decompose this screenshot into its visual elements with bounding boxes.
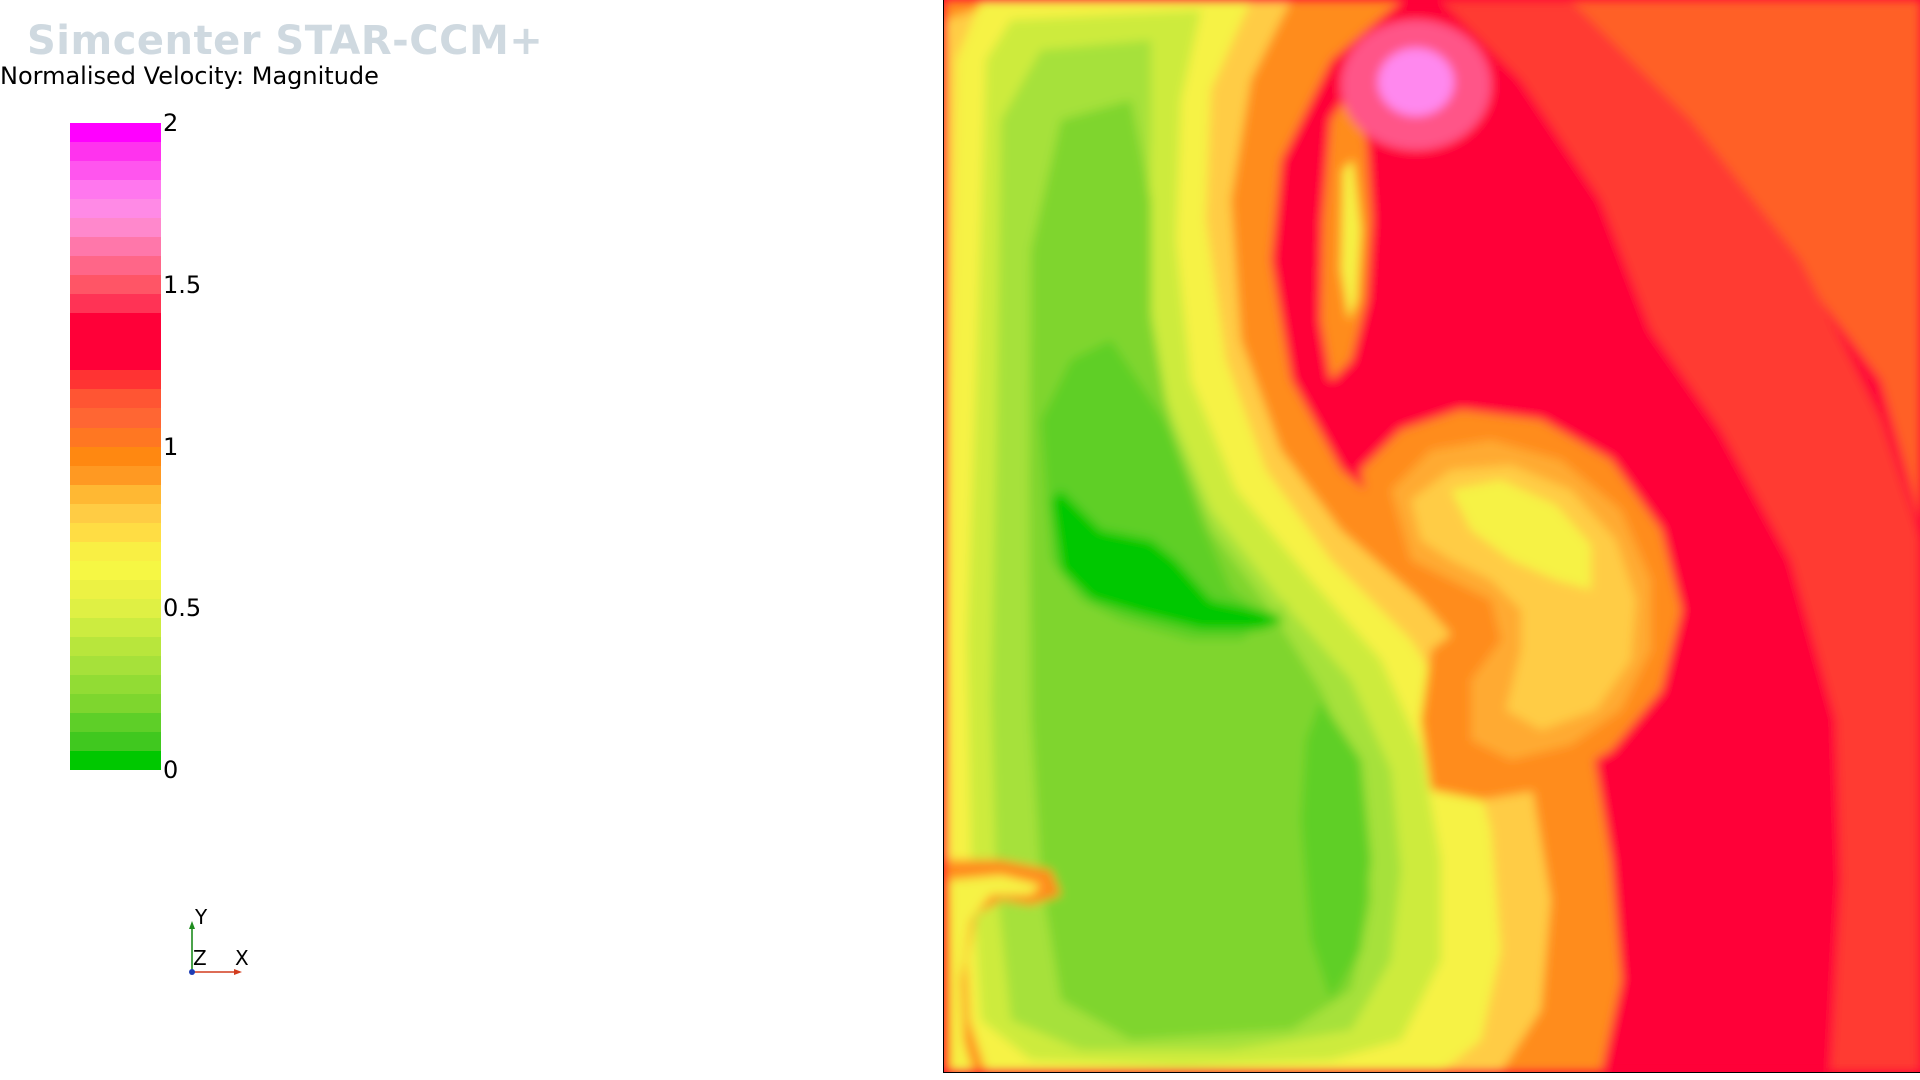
scalar-bar-band: [70, 674, 161, 694]
scalar-bar-band: [70, 693, 161, 713]
scalar-bar-band: [70, 142, 161, 162]
region-upper-right-orange: [1561, 0, 1920, 517]
x-axis-label: X: [235, 946, 249, 970]
z-axis-dot: [189, 969, 195, 975]
region-bottom-left-yellow-swirl: [949, 875, 1041, 1072]
scalar-bar-band: [70, 313, 161, 333]
scalar-bar-band: [70, 655, 161, 675]
axes-triad: Y Z X: [189, 905, 249, 975]
scalar-bar-band: [70, 370, 161, 390]
scalar-bar-band: [70, 751, 161, 771]
scalar-bar-band: [70, 617, 161, 637]
scalar-bar-band: [70, 427, 161, 447]
scalar-bar-band: [70, 522, 161, 542]
contour-plot-region[interactable]: [943, 0, 1920, 1073]
scalar-bar-band: [70, 294, 161, 314]
scalar-bar-band: [70, 199, 161, 219]
scalar-bar-band: [70, 446, 161, 466]
scalar-bar-band: [70, 732, 161, 752]
scalar-bar-tick-label: 0: [163, 756, 179, 784]
region-upper-right-redorange: [1441, 0, 1920, 1072]
scalar-bar-tick-label: 0.5: [163, 594, 202, 623]
scalar-bar-band: [70, 484, 161, 504]
scalar-bar-band: [70, 351, 161, 371]
scalar-bar-band: [70, 579, 161, 599]
simcenter-watermark: Simcenter STAR-CCM+: [27, 18, 544, 64]
scalar-bar-band: [70, 503, 161, 523]
scalar-bar-band: [70, 123, 161, 143]
region-pink-core: [1378, 48, 1454, 116]
y-axis-label: Y: [194, 905, 208, 929]
scalar-bar-band: [70, 712, 161, 732]
z-axis-label: Z: [193, 946, 207, 970]
scalar-bar-color-map: [70, 123, 161, 771]
scalar-bar-band: [70, 161, 161, 181]
scalar-bar-band: [70, 598, 161, 618]
scalar-bar-band: [70, 408, 161, 428]
scalar-bar-band: [70, 541, 161, 561]
region-lower-green-vertical: [1301, 700, 1371, 1000]
scalar-bar-band: [70, 389, 161, 409]
scalar-bar-band: [70, 465, 161, 485]
scalar-bar-title: Normalised Velocity: Magnitude: [0, 62, 379, 90]
y-axis-arrowhead: [189, 921, 195, 929]
scalar-bar-band: [70, 237, 161, 257]
x-axis-arrowhead: [234, 969, 242, 975]
region-vortex-gold: [1411, 465, 1636, 730]
scalar-bar-band: [70, 636, 161, 656]
scalar-bar-band: [70, 180, 161, 200]
region-deep-green-pocket: [1051, 490, 1286, 630]
scalar-bar-band: [70, 256, 161, 276]
scalar-bar-tick-label: 2: [163, 109, 179, 137]
region-vortex-yellow-core: [1451, 480, 1591, 590]
scalar-bar-band: [70, 332, 161, 352]
scalar-bar-tick-label: 1.5: [163, 270, 202, 299]
scalar-bar-band: [70, 218, 161, 238]
region-upper-jet-yellow: [1341, 160, 1361, 320]
scalar-bar-tick-label: 1: [163, 432, 179, 461]
scalar-bar-band: [70, 275, 161, 295]
scalar-bar-band: [70, 560, 161, 580]
